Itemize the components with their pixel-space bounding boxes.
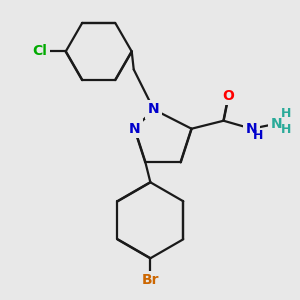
Text: H: H: [281, 107, 292, 120]
Text: O: O: [223, 89, 235, 103]
Text: H: H: [253, 129, 264, 142]
Text: N: N: [271, 117, 282, 131]
Text: N: N: [129, 122, 140, 136]
Text: Cl: Cl: [32, 44, 47, 58]
Text: N: N: [246, 122, 257, 136]
Text: N: N: [148, 103, 160, 116]
Text: Br: Br: [142, 273, 159, 287]
Text: H: H: [281, 123, 292, 136]
